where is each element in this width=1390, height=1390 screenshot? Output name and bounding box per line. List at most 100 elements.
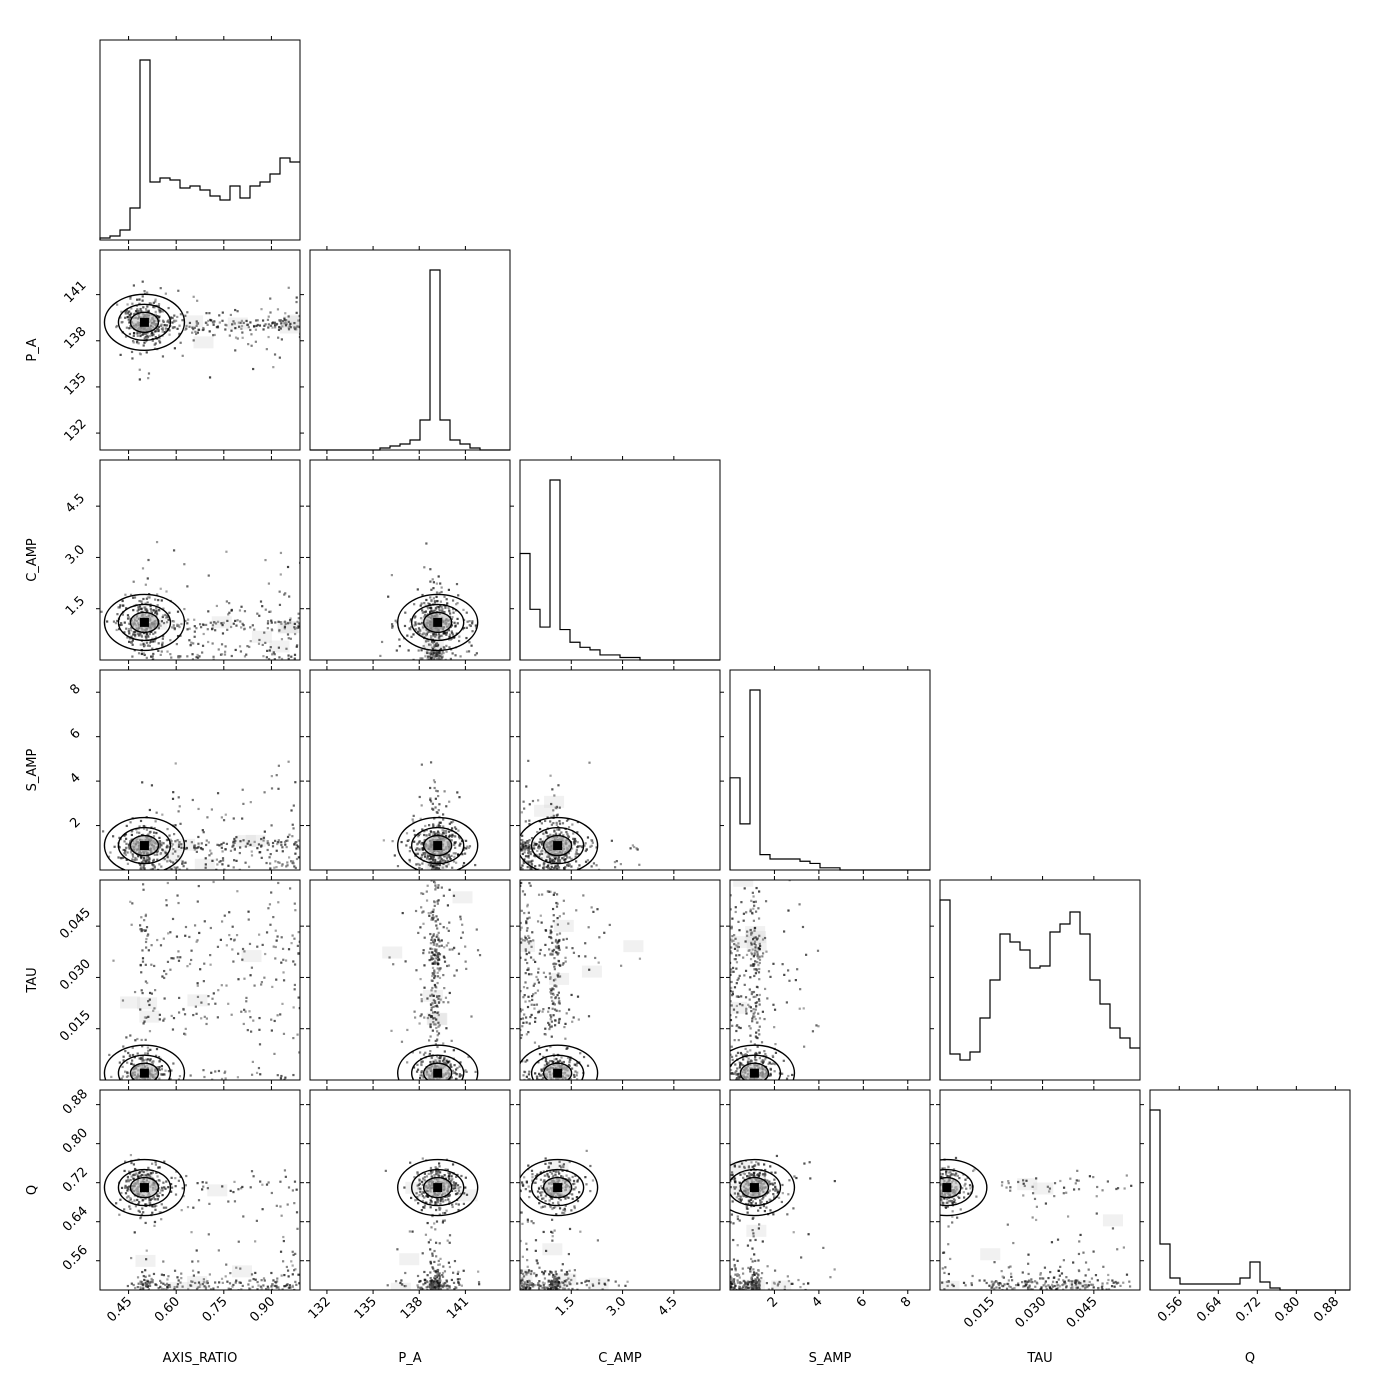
scatter-point: [144, 1038, 147, 1041]
scatter-point: [557, 859, 560, 863]
scatter-point: [158, 842, 162, 845]
scatter-point: [155, 330, 158, 333]
scatter-point: [153, 964, 156, 968]
scatter-point: [432, 916, 436, 919]
scatter-point: [439, 998, 442, 1001]
scatter-point: [577, 1018, 580, 1021]
scatter-point: [211, 627, 214, 630]
scatter-point: [420, 997, 423, 1001]
scatter-point: [117, 628, 121, 631]
scatter-point: [143, 290, 146, 293]
scatter-point: [559, 1087, 561, 1089]
scatter-point: [434, 609, 437, 612]
scatter-point: [265, 931, 269, 934]
scatter-point: [735, 982, 738, 985]
scatter-point: [225, 550, 228, 553]
scatter-point: [431, 941, 435, 944]
scatter-point: [432, 597, 435, 600]
scatter-point: [139, 1081, 141, 1083]
scatter-point: [170, 957, 173, 960]
scatter-point: [129, 312, 133, 315]
scatter-point: [172, 549, 176, 552]
scatter-point: [147, 1015, 150, 1018]
scatter-point: [247, 326, 250, 329]
scatter-point: [150, 784, 154, 787]
scatter-point: [293, 988, 296, 991]
scatter-point: [745, 1053, 748, 1057]
scatter-point: [551, 788, 554, 791]
scatter-point: [436, 1030, 439, 1033]
scatter-point: [420, 763, 423, 766]
scatter-point: [153, 826, 156, 830]
scatter-point: [450, 617, 453, 620]
scatter-point: [437, 825, 440, 828]
scatter-point: [447, 855, 450, 858]
scatter-point: [549, 1014, 552, 1017]
scatter-point: [523, 851, 526, 854]
scatter-point: [173, 326, 176, 329]
scatter-point: [253, 628, 256, 631]
scatter-point: [201, 328, 204, 332]
scatter-point: [207, 319, 210, 323]
scatter-point: [572, 837, 575, 840]
scatter-point: [146, 1087, 148, 1089]
scatter-point: [421, 657, 424, 660]
scatter-point: [123, 840, 126, 843]
scatter-point: [439, 833, 442, 836]
scatter-point: [195, 1012, 198, 1015]
scatter-point: [543, 954, 546, 957]
scatter-point: [122, 1059, 125, 1062]
scatter-point: [547, 1084, 549, 1086]
density-cell: [940, 1280, 960, 1290]
scatter-point: [530, 1013, 533, 1017]
scatter-point: [429, 1061, 432, 1064]
scatter-point: [210, 808, 214, 811]
scatter-point: [420, 804, 423, 807]
scatter-point: [543, 866, 546, 869]
scatter-point: [169, 931, 172, 934]
scatter-point: [444, 830, 448, 833]
density-cell: [553, 919, 574, 932]
scatter-point: [461, 853, 464, 856]
scatter-point: [249, 328, 252, 332]
scatter-point: [549, 977, 552, 980]
scatter-point: [542, 971, 546, 974]
scatter-point: [451, 1069, 455, 1072]
scatter-point: [139, 334, 142, 338]
scatter-point: [567, 1090, 569, 1092]
scatter-point: [521, 852, 524, 856]
scatter-point: [424, 632, 427, 635]
scatter-point: [442, 1058, 446, 1061]
scatter-point: [526, 903, 529, 906]
scatter-point: [131, 639, 134, 642]
scatter-point: [153, 609, 156, 612]
scatter-point: [235, 836, 238, 839]
scatter-point: [210, 1071, 213, 1074]
scatter-point: [240, 319, 243, 322]
scatter-point: [556, 864, 559, 867]
scatter-point: [144, 860, 147, 863]
scatter-point: [750, 953, 754, 956]
scatter-point: [160, 650, 163, 653]
scatter-point: [420, 847, 424, 850]
scatter-point: [164, 850, 167, 853]
scatter-point: [433, 654, 436, 658]
scatter-point: [458, 1075, 461, 1078]
scatter-point: [558, 1082, 560, 1084]
scatter-point: [427, 639, 430, 643]
scatter-point: [144, 336, 147, 339]
scatter-point: [522, 1021, 525, 1024]
scatter-point: [550, 1085, 552, 1087]
scatter-point: [172, 843, 175, 846]
scatter-point: [257, 642, 261, 645]
scatter-point: [414, 615, 417, 618]
scatter-point: [436, 971, 439, 974]
scatter-point: [761, 1010, 765, 1013]
scatter-point: [536, 920, 540, 923]
scatter-point: [156, 853, 159, 856]
scatter-point: [252, 1019, 255, 1022]
scatter-point: [534, 991, 537, 995]
scatter-point: [554, 864, 557, 868]
scatter-point: [222, 621, 225, 624]
scatter-point: [438, 1090, 440, 1092]
